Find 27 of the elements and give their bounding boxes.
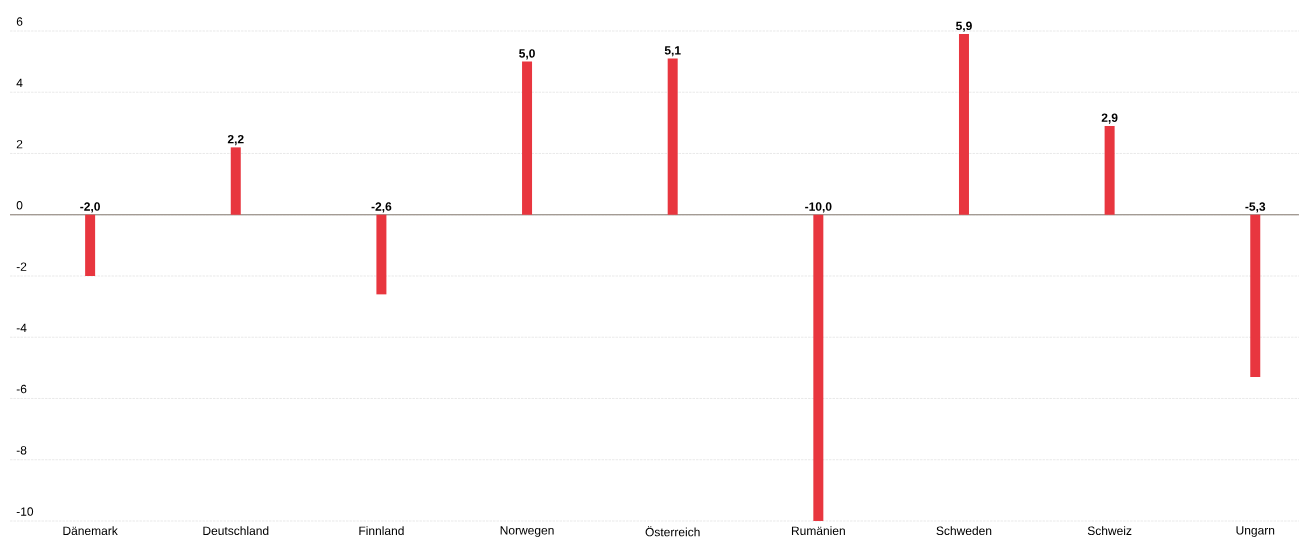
data-label: -2,0 <box>80 202 100 213</box>
y-tick-label: -8 <box>16 446 27 455</box>
data-label: -5,3 <box>1245 202 1266 213</box>
x-tick-label: Norwegen <box>500 526 554 537</box>
x-tick-label: Finnland <box>359 526 404 535</box>
y-tick-label: 2 <box>16 139 23 149</box>
x-tick-label: Österreich <box>645 526 700 537</box>
x-tick-label: Ungarn <box>1236 526 1275 537</box>
data-label: 2,2 <box>227 134 244 146</box>
data-label: 5,9 <box>956 21 972 32</box>
y-tick-label: -6 <box>16 384 27 394</box>
data-label: 5,0 <box>519 49 535 60</box>
y-tick-label: 6 <box>16 17 23 26</box>
x-tick-label: Rumänien <box>791 526 845 535</box>
y-tick-label: 4 <box>16 78 23 88</box>
data-label: -2,6 <box>371 202 392 213</box>
data-label: 5,1 <box>664 46 681 57</box>
y-tick-label: -10 <box>16 507 34 516</box>
y-tick-label: 0 <box>16 201 23 210</box>
y-tick-label: -4 <box>16 323 27 333</box>
x-tick-label: Deutschland <box>203 526 269 535</box>
x-tick-label: Dänemark <box>63 526 118 535</box>
y-tick-label: -2 <box>16 262 27 271</box>
data-label: -10,0 <box>805 202 832 213</box>
x-tick-label: Schweden <box>936 526 992 535</box>
data-label: 2,9 <box>1101 113 1118 124</box>
x-tick-label: Schweiz <box>1087 526 1132 535</box>
